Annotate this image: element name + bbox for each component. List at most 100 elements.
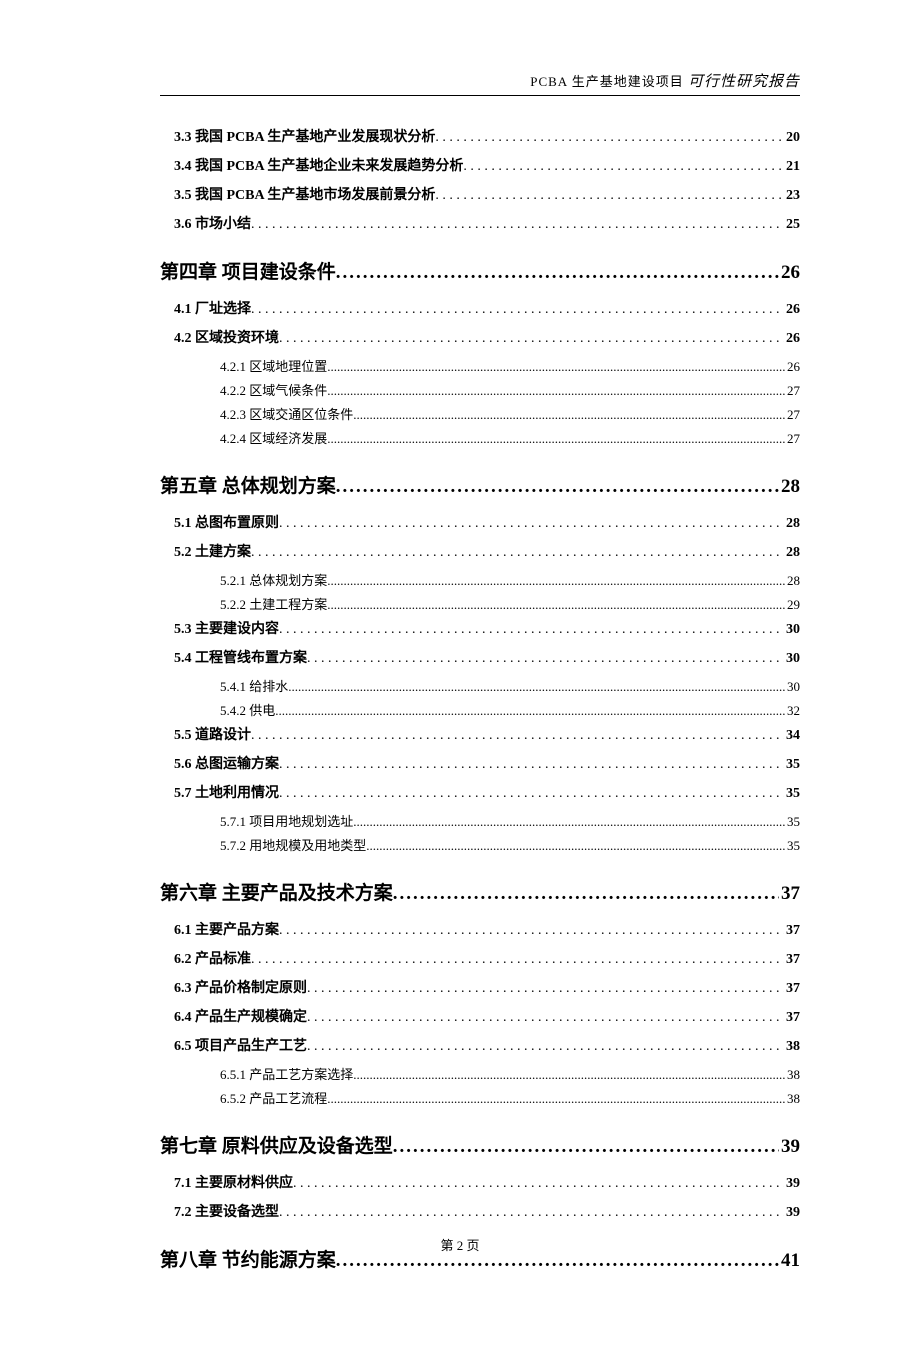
toc-page-number: 29 xyxy=(785,597,800,613)
toc-leader-dots xyxy=(275,703,785,719)
toc-page-number: 27 xyxy=(785,407,800,423)
header-title: 可行性研究报告 xyxy=(688,74,800,90)
toc-entry: 5.2.2 土建工程方案 29 xyxy=(220,594,800,613)
toc-page-number: 38 xyxy=(784,1039,800,1055)
toc-entry: 7.2 主要设备选型39 xyxy=(174,1201,800,1221)
toc-page-number: 37 xyxy=(784,923,800,939)
toc-page-number: 30 xyxy=(784,651,800,667)
toc-label: 5.7 土地利用情况 xyxy=(174,782,279,802)
toc-page-number: 25 xyxy=(784,217,800,233)
toc-entry: 5.4 工程管线布置方案 30 xyxy=(174,647,800,667)
toc-entry: 5.2 土建方案28 xyxy=(174,541,800,561)
toc-label: 4.2.4 区域经济发展 xyxy=(220,428,327,447)
toc-entry: 6.4 产品生产规模确定37 xyxy=(174,1006,800,1026)
toc-leader-dots xyxy=(336,262,779,284)
toc-leader-dots xyxy=(366,838,785,854)
toc-entry: 5.7.1 项目用地规划选址35 xyxy=(220,811,800,830)
toc-leader-dots xyxy=(279,516,784,532)
toc-entry: 5.4.2 供电 32 xyxy=(220,700,800,719)
toc-entry: 7.1 主要原材料供应39 xyxy=(174,1172,800,1192)
toc-leader-dots xyxy=(251,217,784,233)
toc-leader-dots xyxy=(288,679,785,695)
toc-label: 3.6 市场小结 xyxy=(174,213,251,233)
toc-label: 3.4 我国 PCBA 生产基地企业未来发展趋势分析 xyxy=(174,155,463,175)
toc-label: 4.2.2 区域气候条件 xyxy=(220,380,327,399)
toc-leader-dots xyxy=(279,1205,784,1221)
toc-label: 5.2.2 土建工程方案 xyxy=(220,594,327,613)
toc-entry: 6.5 项目产品生产工艺38 xyxy=(174,1035,800,1055)
toc-label: 6.2 产品标准 xyxy=(174,948,251,968)
toc-leader-dots xyxy=(279,622,784,638)
toc-label: 6.3 产品价格制定原则 xyxy=(174,977,307,997)
toc-label: 6.5.2 产品工艺流程 xyxy=(220,1088,327,1107)
toc-label: 5.6 总图运输方案 xyxy=(174,753,279,773)
toc-leader-dots xyxy=(251,952,784,968)
toc-page-number: 37 xyxy=(784,1010,800,1026)
toc-page-number: 28 xyxy=(784,516,800,532)
toc-entry: 5.4.1 给排水30 xyxy=(220,676,800,695)
toc-entry: 5.3 主要建设内容30 xyxy=(174,618,800,638)
toc-label: 第七章 原料供应及设备选型 xyxy=(160,1131,393,1158)
toc-leader-dots xyxy=(353,407,785,423)
toc-leader-dots xyxy=(279,786,784,802)
toc-entry: 5.1 总图布置原则 28 xyxy=(174,512,800,532)
toc-page-number: 30 xyxy=(784,622,800,638)
toc-entry: 4.1 厂址选择26 xyxy=(174,298,800,318)
toc-page-number: 32 xyxy=(785,703,800,719)
toc-page-number: 26 xyxy=(785,359,800,375)
toc-label: 第五章 总体规划方案 xyxy=(160,471,336,498)
toc-leader-dots xyxy=(463,159,784,175)
toc-page-number: 35 xyxy=(784,786,800,802)
toc-label: 5.7.1 项目用地规划选址 xyxy=(220,811,353,830)
toc-leader-dots xyxy=(251,545,784,561)
toc-entry: 6.1 主要产品方案 37 xyxy=(174,919,800,939)
toc-leader-dots xyxy=(307,651,784,667)
toc-leader-dots xyxy=(327,383,785,399)
toc-page-number: 35 xyxy=(785,838,800,854)
toc-entry: 5.2.1 总体规划方案28 xyxy=(220,570,800,589)
toc-leader-dots xyxy=(279,757,784,773)
toc-page-number: 34 xyxy=(784,728,800,744)
toc-entry: 6.3 产品价格制定原则 37 xyxy=(174,977,800,997)
toc-leader-dots xyxy=(327,597,785,613)
toc-page-number: 21 xyxy=(784,159,800,175)
toc-label: 4.1 厂址选择 xyxy=(174,298,251,318)
toc-leader-dots xyxy=(327,431,785,447)
toc-entry: 5.7.2 用地规模及用地类型 35 xyxy=(220,835,800,854)
toc-entry: 6.2 产品标准 37 xyxy=(174,948,800,968)
toc-page-number: 37 xyxy=(784,981,800,997)
toc-label: 5.4.2 供电 xyxy=(220,700,275,719)
toc-label: 5.4 工程管线布置方案 xyxy=(174,647,307,667)
toc-leader-dots xyxy=(336,476,779,498)
toc-entry: 第六章 主要产品及技术方案37 xyxy=(160,878,800,905)
toc-page-number: 37 xyxy=(784,952,800,968)
toc-label: 第六章 主要产品及技术方案 xyxy=(160,878,393,905)
toc-label: 5.5 道路设计 xyxy=(174,724,251,744)
toc-leader-dots xyxy=(307,1010,784,1026)
toc-entry: 5.5 道路设计 34 xyxy=(174,724,800,744)
toc-label: 6.1 主要产品方案 xyxy=(174,919,279,939)
toc-entry: 第五章 总体规划方案28 xyxy=(160,471,800,498)
toc-leader-dots xyxy=(307,981,784,997)
toc-page-number: 38 xyxy=(785,1091,800,1107)
toc-entry: 4.2.2 区域气候条件27 xyxy=(220,380,800,399)
page-footer: 第 2 页 xyxy=(0,1235,920,1254)
toc-leader-dots xyxy=(327,1091,785,1107)
toc-entry: 3.4 我国 PCBA 生产基地企业未来发展趋势分析 21 xyxy=(174,155,800,175)
table-of-contents: 3.3 我国 PCBA 生产基地产业发展现状分析203.4 我国 PCBA 生产… xyxy=(160,126,800,1272)
toc-page-number: 30 xyxy=(785,679,800,695)
toc-entry: 4.2.4 区域经济发展27 xyxy=(220,428,800,447)
toc-leader-dots xyxy=(393,883,779,905)
toc-leader-dots xyxy=(353,1067,785,1083)
toc-leader-dots xyxy=(251,728,784,744)
toc-page-number: 38 xyxy=(785,1067,800,1083)
toc-page-number: 26 xyxy=(779,262,800,284)
toc-page-number: 20 xyxy=(784,130,800,146)
toc-label: 4.2.1 区域地理位置 xyxy=(220,356,327,375)
toc-leader-dots xyxy=(251,302,784,318)
toc-page-number: 39 xyxy=(784,1205,800,1221)
toc-label: 5.7.2 用地规模及用地类型 xyxy=(220,835,366,854)
toc-label: 5.1 总图布置原则 xyxy=(174,512,279,532)
toc-entry: 5.6 总图运输方案35 xyxy=(174,753,800,773)
page-number: 第 2 页 xyxy=(440,1238,479,1253)
